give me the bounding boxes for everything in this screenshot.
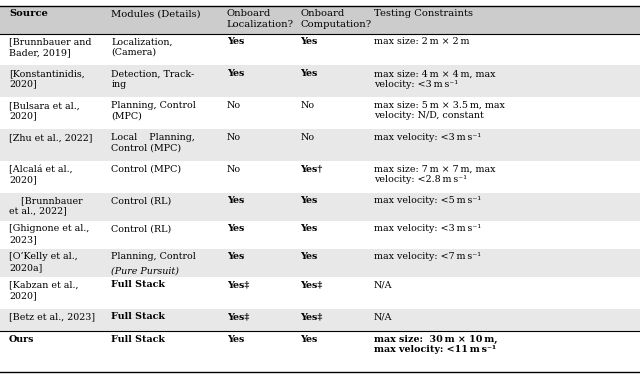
Text: max size: 4 m × 4 m, max
velocity: <3 m s⁻¹: max size: 4 m × 4 m, max velocity: <3 m … bbox=[374, 69, 495, 89]
Bar bbox=[0, 97, 640, 129]
Text: Yes‡: Yes‡ bbox=[227, 280, 249, 289]
Bar bbox=[0, 161, 640, 193]
Text: Yes‡: Yes‡ bbox=[227, 312, 249, 321]
Text: Yes: Yes bbox=[300, 37, 317, 46]
Text: Onboard
Computation?: Onboard Computation? bbox=[300, 9, 371, 29]
Text: Control (RL): Control (RL) bbox=[111, 224, 172, 233]
Text: Modules (Details): Modules (Details) bbox=[111, 9, 201, 18]
Text: No: No bbox=[227, 165, 241, 174]
Text: N/A: N/A bbox=[374, 280, 392, 289]
Text: Localization,
(Camera): Localization, (Camera) bbox=[111, 37, 173, 57]
Bar bbox=[0, 309, 640, 331]
Text: Yes: Yes bbox=[227, 335, 244, 344]
Text: Yes: Yes bbox=[227, 69, 244, 78]
Bar bbox=[0, 249, 640, 277]
Text: max velocity: <5 m s⁻¹: max velocity: <5 m s⁻¹ bbox=[374, 196, 481, 205]
Text: [Brunnbauer and
Bader, 2019]: [Brunnbauer and Bader, 2019] bbox=[9, 37, 92, 57]
Text: Yes: Yes bbox=[227, 252, 244, 261]
Bar bbox=[0, 34, 640, 65]
Text: N/A: N/A bbox=[374, 312, 392, 321]
Text: Yes: Yes bbox=[300, 69, 317, 78]
Text: No: No bbox=[227, 133, 241, 142]
Text: Yes: Yes bbox=[300, 335, 317, 344]
Text: max velocity: <3 m s⁻¹: max velocity: <3 m s⁻¹ bbox=[374, 224, 481, 233]
Text: Yes‡: Yes‡ bbox=[300, 312, 323, 321]
Text: max size: 7 m × 7 m, max
velocity: <2.8 m s⁻¹: max size: 7 m × 7 m, max velocity: <2.8 … bbox=[374, 165, 495, 184]
Text: Planning, Control
(MPC): Planning, Control (MPC) bbox=[111, 101, 196, 120]
Text: Control (RL): Control (RL) bbox=[111, 196, 172, 205]
Text: [Konstantinidis,
2020]: [Konstantinidis, 2020] bbox=[9, 69, 84, 89]
Text: Yes†: Yes† bbox=[300, 165, 323, 174]
Text: No: No bbox=[227, 101, 241, 110]
Text: Onboard
Localization?: Onboard Localization? bbox=[227, 9, 294, 29]
Text: [Ghignone et al.,
2023]: [Ghignone et al., 2023] bbox=[9, 224, 90, 244]
Text: [O’Kelly et al.,
2020a]: [O’Kelly et al., 2020a] bbox=[9, 252, 77, 272]
Text: [Kabzan et al.,
2020]: [Kabzan et al., 2020] bbox=[9, 280, 79, 300]
Text: Full Stack: Full Stack bbox=[111, 280, 165, 289]
Text: No: No bbox=[300, 101, 314, 110]
Bar bbox=[0, 331, 640, 372]
Text: Yes: Yes bbox=[227, 224, 244, 233]
Text: Ours: Ours bbox=[9, 335, 35, 344]
Text: Yes: Yes bbox=[300, 224, 317, 233]
Text: Control (MPC): Control (MPC) bbox=[111, 165, 182, 174]
Text: Yes: Yes bbox=[227, 37, 244, 46]
Text: Testing Constraints: Testing Constraints bbox=[374, 9, 473, 18]
Text: (Pure Pursuit): (Pure Pursuit) bbox=[111, 267, 179, 276]
Text: max size:  30 m × 10 m,
max velocity: <11 m s⁻¹: max size: 30 m × 10 m, max velocity: <11… bbox=[374, 335, 497, 354]
Bar bbox=[0, 221, 640, 249]
Text: Yes: Yes bbox=[300, 252, 317, 261]
Text: Yes: Yes bbox=[300, 196, 317, 205]
Text: max velocity: <3 m s⁻¹: max velocity: <3 m s⁻¹ bbox=[374, 133, 481, 142]
Text: Detection, Track-
ing: Detection, Track- ing bbox=[111, 69, 195, 89]
Text: No: No bbox=[300, 133, 314, 142]
Text: Yes: Yes bbox=[227, 196, 244, 205]
Text: [Brunnbauer
et al., 2022]: [Brunnbauer et al., 2022] bbox=[9, 196, 83, 216]
Bar bbox=[0, 65, 640, 97]
Text: Local    Planning,
Control (MPC): Local Planning, Control (MPC) bbox=[111, 133, 195, 152]
Bar bbox=[0, 6, 640, 34]
Text: [Bulsara et al.,
2020]: [Bulsara et al., 2020] bbox=[9, 101, 80, 120]
Text: max velocity: <7 m s⁻¹: max velocity: <7 m s⁻¹ bbox=[374, 252, 481, 261]
Text: Yes‡: Yes‡ bbox=[300, 280, 323, 289]
Text: Source: Source bbox=[9, 9, 48, 18]
Bar bbox=[0, 129, 640, 161]
Text: [Betz et al., 2023]: [Betz et al., 2023] bbox=[9, 312, 95, 321]
Text: max size: 5 m × 3.5 m, max
velocity: N/D, constant: max size: 5 m × 3.5 m, max velocity: N/D… bbox=[374, 101, 504, 120]
Text: Full Stack: Full Stack bbox=[111, 335, 165, 344]
Text: Planning, Control: Planning, Control bbox=[111, 252, 196, 261]
Text: max size: 2 m × 2 m: max size: 2 m × 2 m bbox=[374, 37, 469, 46]
Bar bbox=[0, 277, 640, 309]
Text: [Zhu et al., 2022]: [Zhu et al., 2022] bbox=[9, 133, 92, 142]
Text: [Alcalá et al.,
2020]: [Alcalá et al., 2020] bbox=[9, 165, 72, 184]
Bar bbox=[0, 193, 640, 221]
Text: Full Stack: Full Stack bbox=[111, 312, 165, 321]
